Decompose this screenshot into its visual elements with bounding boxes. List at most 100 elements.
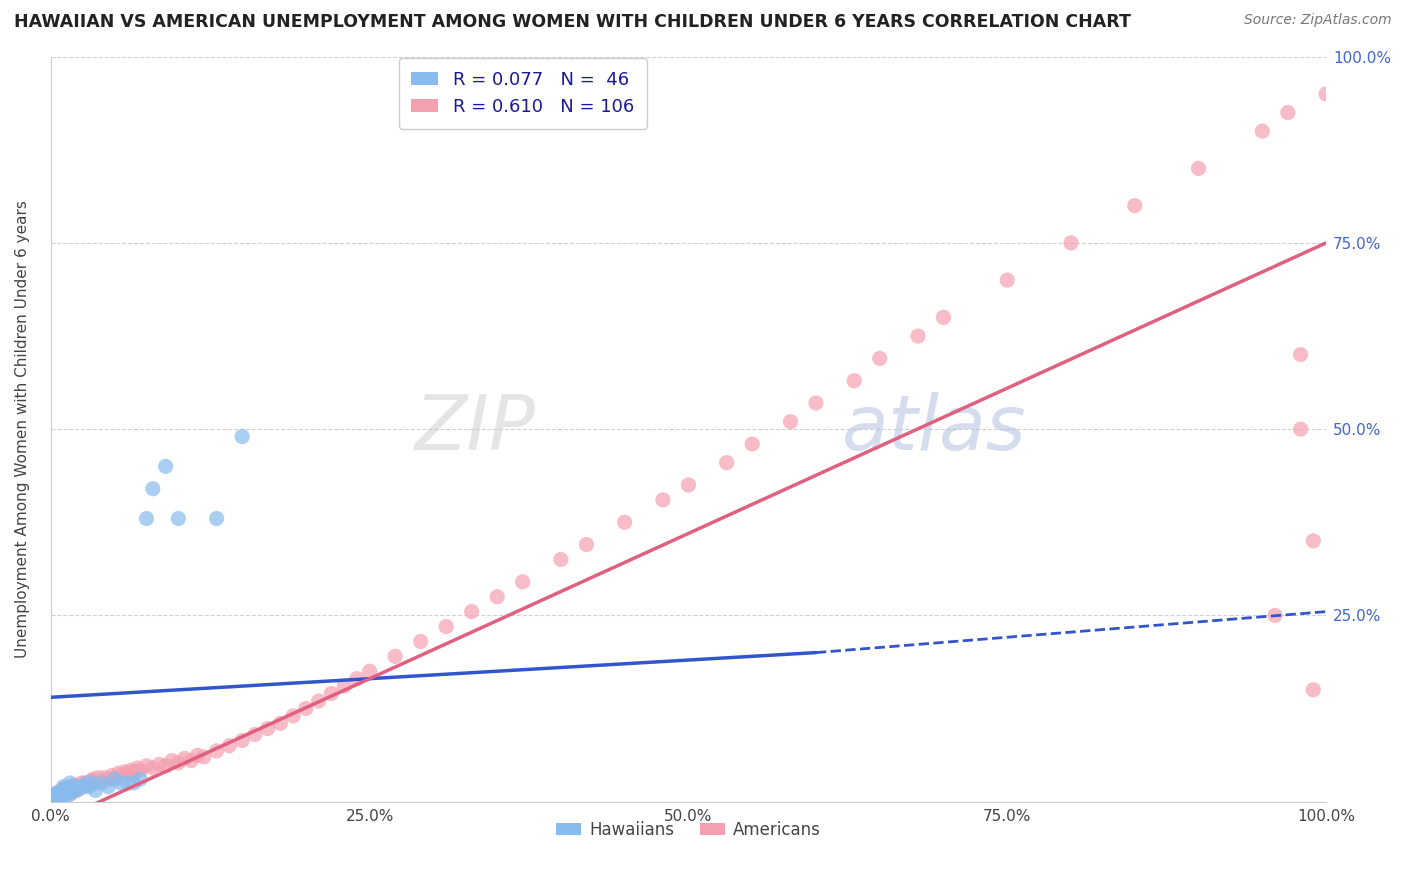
- Point: [1251, 124, 1274, 138]
- Point: [49, 786, 72, 800]
- Point: [1302, 533, 1324, 548]
- Point: [82, 772, 104, 787]
- Point: [65, 783, 87, 797]
- Point: [384, 649, 406, 664]
- Point: [46, 789, 69, 804]
- Point: [52, 781, 75, 796]
- Point: [63, 778, 86, 792]
- Point: [44, 790, 66, 805]
- Point: [56, 786, 79, 800]
- Point: [45, 787, 67, 801]
- Point: [51, 790, 73, 805]
- Point: [42, 793, 65, 807]
- Point: [231, 733, 253, 747]
- Point: [48, 788, 70, 802]
- Point: [205, 744, 228, 758]
- Text: Source: ZipAtlas.com: Source: ZipAtlas.com: [1244, 13, 1392, 28]
- Point: [359, 664, 381, 678]
- Point: [1302, 682, 1324, 697]
- Point: [186, 748, 208, 763]
- Point: [49, 789, 72, 804]
- Point: [269, 716, 291, 731]
- Point: [104, 772, 127, 787]
- Point: [59, 787, 82, 801]
- Point: [62, 781, 84, 796]
- Point: [193, 750, 215, 764]
- Point: [84, 783, 107, 797]
- Point: [129, 772, 152, 787]
- Point: [308, 694, 330, 708]
- Point: [333, 679, 356, 693]
- Point: [231, 429, 253, 443]
- Point: [148, 757, 170, 772]
- Point: [59, 780, 82, 794]
- Point: [48, 790, 70, 805]
- Point: [76, 778, 98, 792]
- Point: [49, 786, 72, 800]
- Point: [346, 672, 368, 686]
- Point: [49, 787, 72, 801]
- Point: [62, 783, 84, 797]
- Point: [575, 538, 598, 552]
- Point: [42, 790, 65, 805]
- Point: [869, 351, 891, 366]
- Point: [53, 787, 76, 801]
- Point: [55, 783, 77, 797]
- Point: [104, 771, 127, 785]
- Point: [512, 574, 534, 589]
- Point: [281, 709, 304, 723]
- Point: [460, 605, 482, 619]
- Point: [59, 776, 82, 790]
- Point: [741, 437, 763, 451]
- Point: [716, 456, 738, 470]
- Point: [49, 791, 72, 805]
- Point: [844, 374, 866, 388]
- Point: [1289, 422, 1312, 436]
- Y-axis label: Unemployment Among Women with Children Under 6 years: Unemployment Among Women with Children U…: [15, 200, 30, 658]
- Point: [77, 776, 100, 790]
- Point: [1060, 235, 1083, 250]
- Point: [160, 754, 183, 768]
- Point: [97, 780, 120, 794]
- Point: [65, 783, 87, 797]
- Point: [907, 329, 929, 343]
- Point: [779, 415, 801, 429]
- Text: HAWAIIAN VS AMERICAN UNEMPLOYMENT AMONG WOMEN WITH CHILDREN UNDER 6 YEARS CORREL: HAWAIIAN VS AMERICAN UNEMPLOYMENT AMONG …: [14, 13, 1130, 31]
- Point: [77, 780, 100, 794]
- Point: [142, 761, 165, 775]
- Point: [129, 764, 152, 778]
- Point: [90, 773, 112, 788]
- Point: [80, 773, 103, 788]
- Point: [70, 776, 93, 790]
- Point: [1277, 105, 1299, 120]
- Point: [90, 776, 112, 790]
- Point: [932, 310, 955, 325]
- Point: [995, 273, 1018, 287]
- Point: [243, 727, 266, 741]
- Point: [321, 687, 343, 701]
- Point: [44, 789, 66, 803]
- Point: [122, 776, 145, 790]
- Point: [180, 754, 202, 768]
- Point: [804, 396, 827, 410]
- Point: [122, 764, 145, 779]
- Point: [101, 768, 124, 782]
- Point: [82, 776, 104, 790]
- Point: [678, 478, 700, 492]
- Point: [107, 766, 129, 780]
- Point: [155, 759, 177, 773]
- Point: [62, 780, 84, 794]
- Point: [1123, 199, 1146, 213]
- Point: [56, 786, 79, 800]
- Point: [97, 772, 120, 787]
- Point: [51, 783, 73, 797]
- Point: [127, 761, 149, 775]
- Point: [67, 781, 90, 796]
- Point: [49, 790, 72, 805]
- Point: [1289, 348, 1312, 362]
- Point: [550, 552, 572, 566]
- Text: ZIP: ZIP: [415, 392, 536, 467]
- Point: [142, 482, 165, 496]
- Point: [51, 789, 73, 804]
- Point: [67, 780, 90, 794]
